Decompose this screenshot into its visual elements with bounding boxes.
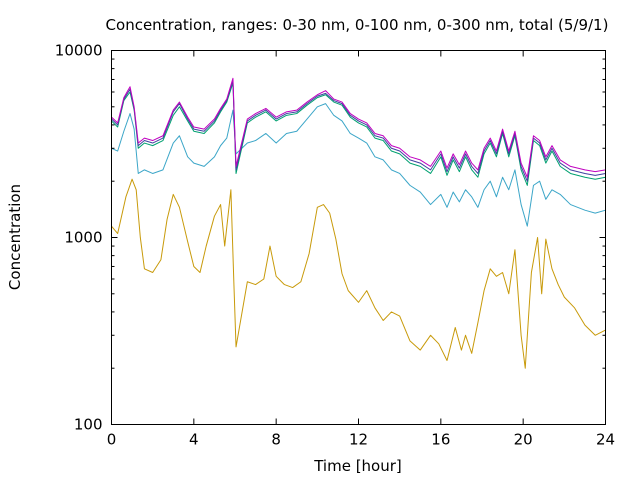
x-tick-label: 4 xyxy=(189,431,199,449)
x-tick-label: 8 xyxy=(271,431,281,449)
series-line-1 xyxy=(111,178,606,369)
x-tick-label: 24 xyxy=(596,431,615,449)
y-axis-label: Concentration xyxy=(6,184,24,290)
series-line-5 xyxy=(111,77,606,178)
chart-title: Concentration, ranges: 0-30 nm, 0-100 nm… xyxy=(106,16,609,34)
x-tick-label: 16 xyxy=(431,431,450,449)
x-tick-label: 20 xyxy=(514,431,533,449)
y-tick-label: 100 xyxy=(74,416,103,434)
series-layer xyxy=(111,77,606,369)
series-line-3 xyxy=(111,82,606,186)
series-line-4 xyxy=(111,80,606,182)
series-line-2 xyxy=(111,103,606,227)
plot-frame xyxy=(111,50,606,425)
x-axis-label: Time [hour] xyxy=(313,457,402,475)
y-tick-label: 10000 xyxy=(55,42,103,60)
x-tick-label: 0 xyxy=(107,431,117,449)
y-tick-label: 1000 xyxy=(64,229,102,247)
x-tick-label: 12 xyxy=(349,431,368,449)
